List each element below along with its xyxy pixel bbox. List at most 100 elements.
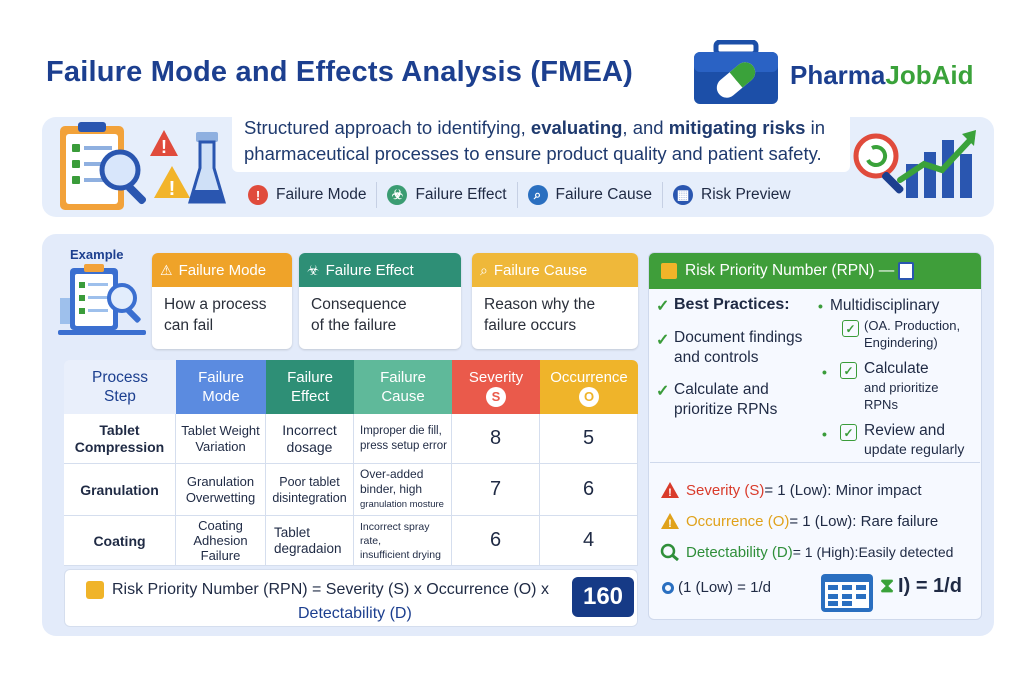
legend-label: Failure Cause [555,186,653,203]
rpn-formula-box [64,569,638,627]
card-header: ☣ Failure Effect [299,253,461,287]
biohazard-icon: ☣ [307,261,320,278]
biohazard-icon: ☣ [387,185,408,205]
cell-line: insufficient drying [360,548,441,561]
best-practice-line: and controls [674,349,759,366]
card-title: Failure Cause [493,261,588,279]
card-header: ⚠ Failure Mode [152,253,292,287]
header-occurrence: Occurrence O [540,360,638,414]
rpn-panel-title: Risk Priority Number (RPN) — [685,262,895,279]
best-practice-sub: (OA. Production, Engindering) [864,317,960,351]
intro-text-bold: evaluating [530,117,623,138]
best-practice-item: Document findings and controls [674,328,802,368]
svg-text:!: ! [668,518,672,530]
legend-label: Failure Mode [276,186,367,203]
card-line: failure occurs [484,317,577,334]
header-failure-effect: Failure Effect [266,360,354,414]
radio-icon [662,581,674,594]
calculator-icon [661,263,677,279]
best-practices-title: Best Practices: [674,296,790,313]
calculator-icon: ▦ [673,185,694,205]
divider [650,462,980,463]
table-cell-cause: Incorrect spray rate, insufficient drying [354,516,452,566]
header-line: Failure [287,369,333,386]
card-line: of the failure [311,317,397,334]
clipboard-magnifier-icon: ! ! [60,122,226,210]
rpn-panel-header: Risk Priority Number (RPN) — [649,253,981,289]
best-practice-line: (OA. Production, [864,318,961,333]
card-failure-effect: ☣ Failure Effect Consequence of the failur… [299,253,461,349]
legend-bar: ! Failure Mode ☣ Failure Effect ⌕ Failur… [238,182,801,208]
table-cell-effect: Poor tablet disintegration [266,464,354,516]
cell-line: dosage [286,438,333,455]
cell-line: Tablet [99,421,140,438]
card-title: Failure Effect [325,261,414,279]
header-line: Severity [468,368,524,386]
rpn-formula-line-2: Detectability (D) [298,605,412,622]
table-cell-step: Coating [64,516,176,566]
detect-formula-text: I) = 1/d [898,575,962,597]
cell-line: Adhesion [193,533,248,548]
intro-text-part: in pharmaceutical processes to ensure pr… [244,117,825,164]
table-cell-step: Granulation [64,464,176,516]
checkbox-icon: ✓ [840,362,857,379]
rating-text: = 1 (High):Easily detected [792,544,954,560]
card-failure-cause: ⌕ Failure Cause Reason why the failure occ… [472,253,638,349]
checkbox-icon: ✓ [840,424,857,441]
best-practice-line: Engindering) [864,335,938,350]
cell-line: degradaion [274,540,342,556]
check-icon: ✓ [656,298,670,315]
rpn-formula-text: Risk Priority Number (RPN) = Severity (S… [112,581,549,598]
best-practice-item: Review and [864,422,945,439]
best-practice-line: Calculate and [674,381,769,398]
card-line: can fail [164,317,214,334]
cell-line: Improper die fill, [360,424,442,437]
header-line: Failure [198,369,244,386]
detect-formula-text: (1 (Low) = 1/d [678,579,771,596]
card-line: How a process [164,296,267,313]
warning-icon: ! [660,481,680,499]
best-practice-sub: update regularly [864,441,965,457]
table-cell-effect: Tablet degradaion [266,516,354,566]
legend-failure-mode: ! Failure Mode [238,182,378,208]
bullet-dot: • [822,364,827,380]
intro-text-bold: mitigating risks [668,117,806,138]
rating-label: Occurrence (O) [686,512,790,530]
header-line: Failure [380,369,426,386]
cell-line: Tablet [274,524,311,540]
brand-part-1: Pharma [790,60,886,90]
header-line: Occurrence [550,368,628,386]
table-cell-severity: 8 [452,414,540,464]
best-practice-item: Multidisciplinary [830,297,940,314]
cell-line: binder, high [360,482,423,496]
calendar-icon [821,574,873,612]
cell-line: Coating [198,518,243,533]
rating-label: Severity (S) [686,481,765,499]
rpn-panel: Risk Priority Number (RPN) — [648,252,982,620]
best-practice-sub: and prioritize RPNs [864,379,938,413]
card-header: ⌕ Failure Cause [472,253,638,287]
calculator-icon [898,262,915,280]
header-line: Mode [202,388,240,405]
cell-line: press setup error [360,439,447,452]
legend-failure-effect: ☣ Failure Effect [377,182,518,208]
rpn-formula-line-1: Risk Priority Number (RPN) = Severity (S… [86,581,549,599]
detect-formula-right: ⧗ I) = 1/d [880,575,962,598]
best-practice-item: Calculate [864,360,929,377]
card-body: Consequence of the failure [299,287,461,343]
cell-line: Granulation [80,481,159,498]
legend-failure-cause: ⌕ Failure Cause [518,182,664,208]
checkbox-icon: ✓ [842,320,859,337]
intro-description: Structured approach to identifying, eval… [232,108,850,172]
table-cell-mode: Tablet Weight Variation [176,414,266,464]
warning-icon: ! [660,512,680,530]
bullet-dot: • [822,426,827,442]
cell-line: Coating [93,532,146,549]
cell-line: Poor tablet [279,474,340,489]
cell-line: disintegration [272,490,347,505]
hourglass-icon: ⧗ [880,575,895,597]
best-practice-line: RPNs [864,397,898,412]
warning-icon: ⚠ [160,261,173,278]
header-line: Process [92,369,148,386]
cell-line: Variation [195,438,246,454]
